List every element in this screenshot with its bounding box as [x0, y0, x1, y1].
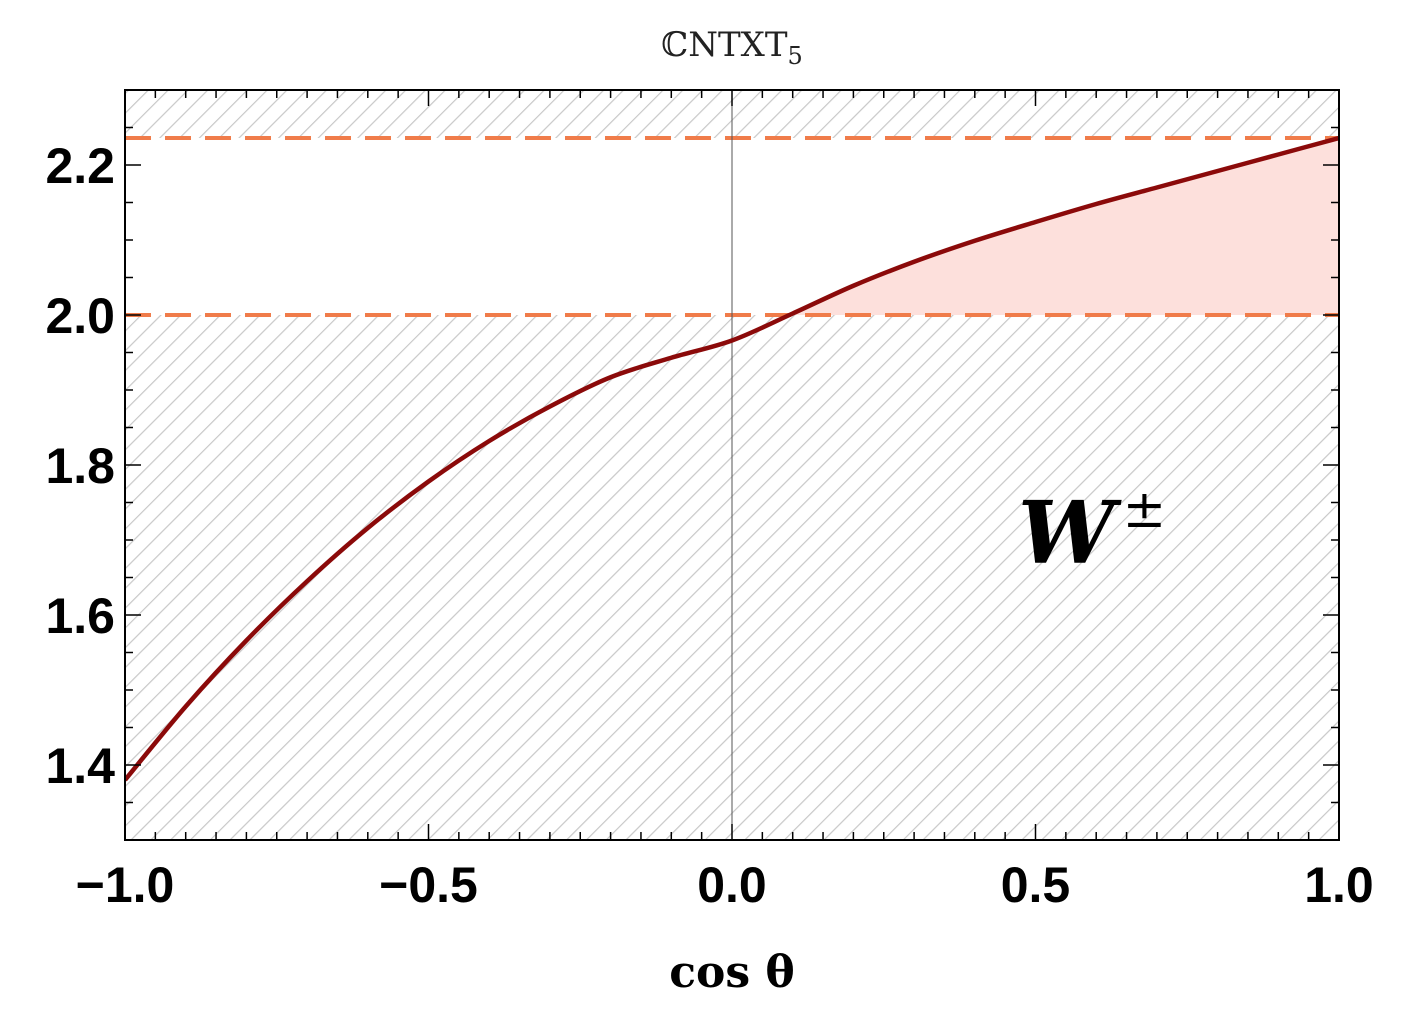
- y-tick-label: 2.2: [45, 138, 115, 194]
- x-tick-label: −1.0: [76, 857, 175, 913]
- x-tick-label: 0.0: [697, 857, 767, 913]
- allowed-region-fill: [789, 138, 1339, 315]
- y-tick-label: 1.6: [45, 588, 115, 644]
- x-tick-label: 1.0: [1304, 857, 1374, 913]
- y-tick-label: 1.4: [45, 738, 115, 794]
- y-tick-label: 2.0: [45, 288, 115, 344]
- x-tick-label: 0.5: [1001, 857, 1071, 913]
- x-tick-label: −0.5: [379, 857, 478, 913]
- series-line: [125, 135, 1339, 782]
- x-axis-label: cos θ: [669, 947, 795, 998]
- annotation-label: W ±: [1018, 480, 1166, 584]
- y-tick-label: 1.8: [45, 438, 115, 494]
- chart-title: ℂNTXT5: [661, 25, 803, 70]
- tick-labels: −1.0 −0.5 0.0 0.5 1.0 1.4 1.6 1.8 2.0 2.2: [45, 138, 1373, 913]
- axis-ticks: [124, 89, 1340, 841]
